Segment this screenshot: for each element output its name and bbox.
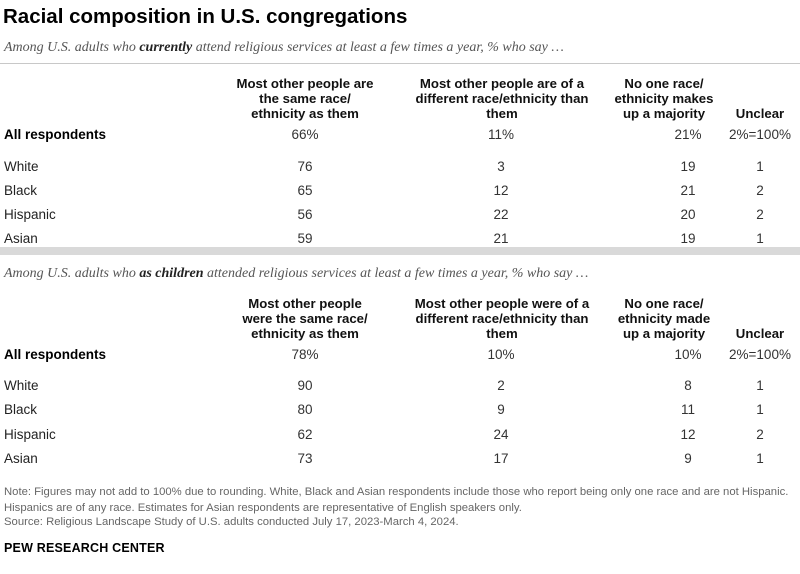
table-row: All respondents 66% 11% 21% 2%=100% <box>0 127 800 149</box>
data-cell: 65 <box>297 183 313 198</box>
data-cell: 73 <box>297 451 313 466</box>
section-1-subtitle: Among U.S. adults who currently attend r… <box>4 40 564 56</box>
data-cell: 20 <box>680 207 696 222</box>
data-cell: 11 <box>680 402 695 417</box>
data-cell: 76 <box>297 159 313 174</box>
section-2-subtitle-emphasis: as children <box>139 266 204 281</box>
row-label: Black <box>4 402 38 417</box>
section-2-header-different-race: Most other people were of a different ra… <box>414 296 590 341</box>
data-cell: 8 <box>684 378 692 393</box>
section-1-subtitle-post: attend religious services at least a few… <box>192 40 564 55</box>
data-cell: 62 <box>297 427 313 442</box>
data-cell: 2%=100% <box>729 347 791 362</box>
section-divider <box>0 247 800 255</box>
pew-logo-text: PEW RESEARCH CENTER <box>4 541 165 555</box>
table-row: Hispanic 62 24 12 2 <box>0 427 800 449</box>
section-2-subtitle-post: attended religious services at least a f… <box>203 266 589 281</box>
data-cell: 1 <box>756 378 764 393</box>
data-cell: 1 <box>756 159 764 174</box>
section-1-subtitle-emphasis: currently <box>139 40 193 55</box>
source-line: Source: Religious Landscape Study of U.S… <box>4 516 459 528</box>
table-row: Black 65 12 21 2 <box>0 183 800 205</box>
data-cell: 9 <box>497 402 505 417</box>
section-1-header-unclear: Unclear <box>735 106 785 121</box>
data-cell: 21 <box>493 231 509 246</box>
section-1-header-different-race: Most other people are of a different rac… <box>415 76 589 121</box>
data-cell: 59 <box>297 231 313 246</box>
data-cell: 12 <box>493 183 509 198</box>
data-cell: 2 <box>756 427 764 442</box>
data-cell: 24 <box>493 427 509 442</box>
row-label: White <box>4 378 39 393</box>
section-1-header-no-majority: No one race/ ethnicity makes up a majori… <box>614 76 714 121</box>
data-cell: 10% <box>487 347 515 362</box>
section-2-header-unclear: Unclear <box>735 326 785 341</box>
data-cell: 10% <box>674 347 702 362</box>
row-label: Asian <box>4 451 38 466</box>
table-row: All respondents 78% 10% 10% 2%=100% <box>0 347 800 369</box>
data-cell: 9 <box>684 451 692 466</box>
section-2-header-no-majority: No one race/ ethnicity made up a majorit… <box>617 296 711 341</box>
row-label: White <box>4 159 39 174</box>
data-cell: 11% <box>487 127 515 142</box>
row-label: All respondents <box>4 127 107 142</box>
data-cell: 56 <box>297 207 313 222</box>
table-row: White 90 2 8 1 <box>0 378 800 400</box>
data-cell: 90 <box>297 378 313 393</box>
table-row: Black 80 9 11 1 <box>0 402 800 424</box>
data-cell: 2 <box>756 183 764 198</box>
section-2-header-same-race: Most other people were the same race/ et… <box>242 296 368 341</box>
data-cell: 12 <box>680 427 696 442</box>
row-label: All respondents <box>4 347 107 362</box>
row-label: Asian <box>4 231 38 246</box>
data-cell: 21% <box>674 127 702 142</box>
section-2-subtitle: Among U.S. adults who as children attend… <box>4 266 588 282</box>
data-cell: 22 <box>493 207 509 222</box>
section-2-subtitle-pre: Among U.S. adults who <box>4 266 140 281</box>
row-label: Black <box>4 183 38 198</box>
table-row: White 76 3 19 1 <box>0 159 800 181</box>
data-cell: 2 <box>497 378 505 393</box>
data-cell: 21 <box>680 183 696 198</box>
section-1-rule <box>0 63 800 64</box>
row-label: Hispanic <box>4 427 56 442</box>
section-1-header-same-race: Most other people are the same race/ eth… <box>236 76 374 121</box>
data-cell: 80 <box>297 402 313 417</box>
data-cell: 17 <box>493 451 509 466</box>
section-1-subtitle-pre: Among U.S. adults who <box>4 40 140 55</box>
data-cell: 19 <box>680 159 696 174</box>
table-row: Asian 73 17 9 1 <box>0 451 800 473</box>
data-cell: 66% <box>291 127 319 142</box>
data-cell: 1 <box>756 231 764 246</box>
data-cell: 19 <box>680 231 696 246</box>
data-cell: 2 <box>756 207 764 222</box>
chart-title: Racial composition in U.S. congregations <box>3 5 408 28</box>
data-cell: 2%=100% <box>729 127 791 142</box>
data-cell: 3 <box>497 159 505 174</box>
data-cell: 1 <box>756 451 764 466</box>
table-row: Asian 59 21 19 1 <box>0 231 800 253</box>
data-cell: 1 <box>756 402 764 417</box>
row-label: Hispanic <box>4 207 56 222</box>
footnote: Note: Figures may not add to 100% due to… <box>4 486 789 514</box>
data-cell: 78% <box>291 347 319 362</box>
table-row: Hispanic 56 22 20 2 <box>0 207 800 229</box>
